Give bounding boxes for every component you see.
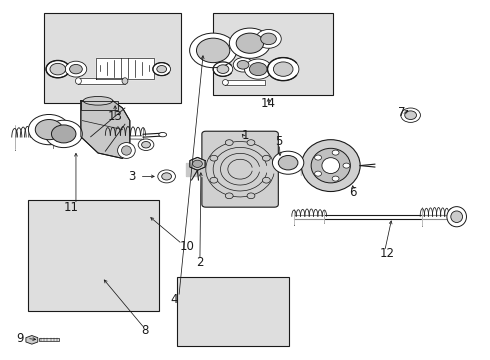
Ellipse shape (122, 146, 131, 155)
Polygon shape (81, 101, 118, 110)
Bar (213, 13, 333, 95)
Ellipse shape (222, 80, 228, 85)
Ellipse shape (322, 158, 340, 174)
Ellipse shape (247, 193, 255, 199)
Ellipse shape (210, 155, 218, 161)
Polygon shape (96, 58, 154, 79)
Ellipse shape (249, 63, 267, 76)
Ellipse shape (311, 148, 350, 183)
Ellipse shape (83, 96, 113, 105)
Ellipse shape (118, 143, 135, 158)
Ellipse shape (256, 30, 281, 48)
Polygon shape (15, 125, 53, 150)
Text: 9: 9 (16, 332, 24, 345)
Bar (177, 277, 289, 346)
Ellipse shape (75, 78, 81, 84)
Ellipse shape (50, 63, 66, 75)
Polygon shape (422, 207, 451, 226)
Ellipse shape (225, 193, 233, 199)
Ellipse shape (268, 58, 299, 81)
FancyBboxPatch shape (202, 131, 278, 207)
Ellipse shape (315, 171, 321, 176)
Ellipse shape (138, 139, 154, 150)
Ellipse shape (272, 151, 304, 174)
Text: 7: 7 (398, 106, 406, 119)
Text: 3: 3 (128, 170, 136, 183)
Ellipse shape (193, 160, 202, 167)
Polygon shape (78, 78, 125, 84)
Ellipse shape (401, 108, 420, 122)
Text: 12: 12 (380, 247, 394, 260)
Text: 6: 6 (349, 186, 357, 199)
Text: 13: 13 (108, 110, 122, 123)
Text: 1: 1 (241, 129, 249, 142)
Polygon shape (26, 336, 38, 344)
Ellipse shape (28, 114, 70, 145)
Ellipse shape (70, 64, 82, 74)
Ellipse shape (122, 78, 128, 84)
Ellipse shape (405, 111, 416, 120)
Ellipse shape (229, 28, 270, 58)
Polygon shape (81, 101, 130, 158)
Polygon shape (108, 126, 143, 145)
Ellipse shape (35, 120, 63, 140)
Ellipse shape (261, 33, 276, 45)
Text: 10: 10 (180, 240, 195, 253)
Ellipse shape (217, 65, 229, 73)
Polygon shape (190, 157, 205, 170)
Polygon shape (225, 80, 265, 85)
Ellipse shape (263, 155, 270, 161)
Ellipse shape (45, 120, 82, 148)
Ellipse shape (236, 33, 264, 53)
Text: 11: 11 (64, 201, 78, 214)
Ellipse shape (213, 62, 233, 76)
Bar (28, 200, 159, 311)
Ellipse shape (332, 176, 339, 181)
Ellipse shape (162, 173, 172, 180)
Bar (44, 13, 181, 103)
Ellipse shape (273, 62, 293, 76)
Polygon shape (39, 338, 59, 341)
Ellipse shape (46, 60, 70, 78)
Ellipse shape (447, 207, 466, 227)
Ellipse shape (210, 177, 218, 183)
Text: 5: 5 (275, 135, 283, 148)
Ellipse shape (332, 150, 339, 155)
Ellipse shape (315, 155, 321, 160)
Ellipse shape (65, 61, 87, 77)
Polygon shape (186, 163, 206, 176)
Ellipse shape (301, 140, 360, 192)
Ellipse shape (237, 60, 249, 69)
Text: 2: 2 (196, 256, 204, 269)
Polygon shape (294, 209, 324, 225)
Ellipse shape (158, 170, 175, 183)
Ellipse shape (233, 58, 253, 72)
Ellipse shape (142, 141, 150, 148)
Ellipse shape (278, 156, 298, 170)
Ellipse shape (247, 140, 255, 145)
Text: 14: 14 (261, 97, 276, 110)
Ellipse shape (263, 177, 270, 183)
Ellipse shape (196, 38, 230, 63)
Ellipse shape (343, 163, 350, 168)
Text: 4: 4 (170, 293, 178, 306)
Text: 8: 8 (141, 324, 148, 337)
Ellipse shape (190, 33, 237, 68)
Ellipse shape (153, 63, 171, 76)
Ellipse shape (225, 140, 233, 145)
Ellipse shape (157, 66, 167, 73)
Ellipse shape (451, 211, 463, 222)
Ellipse shape (159, 132, 167, 137)
Ellipse shape (51, 125, 76, 143)
Ellipse shape (245, 59, 272, 79)
